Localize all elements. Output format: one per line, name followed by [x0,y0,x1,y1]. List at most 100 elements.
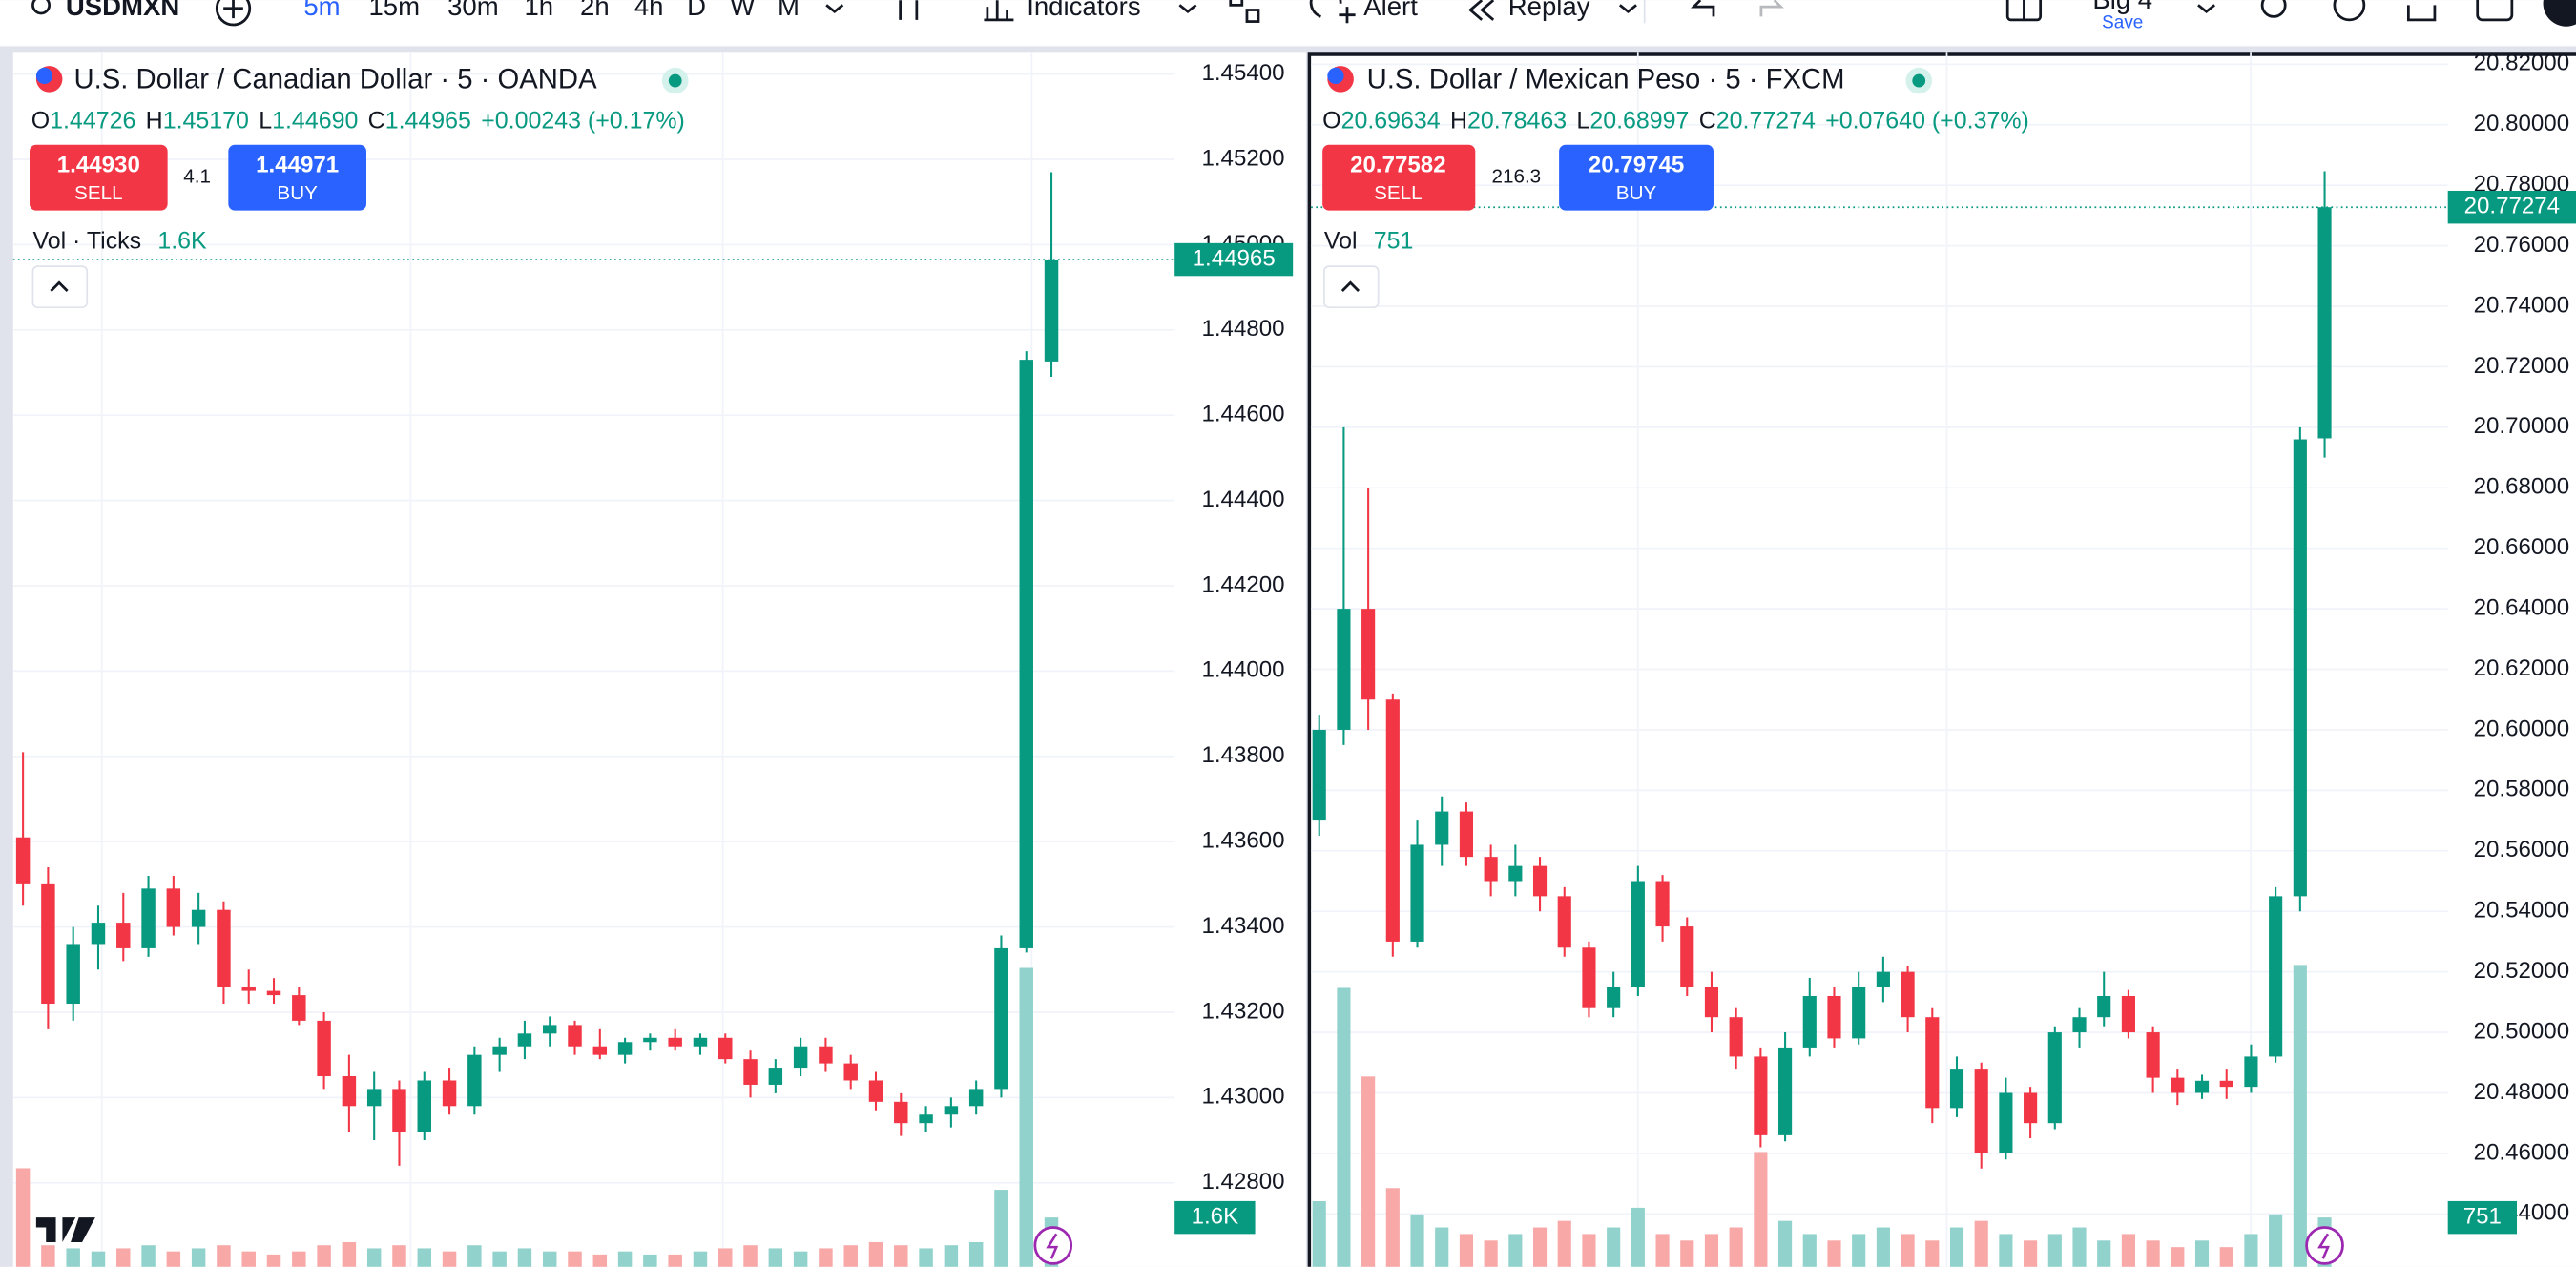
ohlc: O20.69634 H20.78463 L20.68997 C20.77274 +0.0… [1322,107,2029,134]
fullscreen[interactable] [2406,5,2437,22]
volume-bar [1312,1201,1326,1267]
volume-bar [91,1251,106,1267]
candle-body [2317,207,2332,439]
candle-body [1508,865,1523,882]
alert[interactable]: Alert [1363,0,1418,21]
candle-body [1435,811,1449,845]
settings[interactable] [2333,0,2366,22]
sell-price: 20.77582 [1350,152,1446,177]
volume-bar [317,1245,331,1267]
volume-bar [1925,1240,1940,1267]
lightning-button[interactable] [2305,1226,2344,1265]
candle-body [1876,971,1890,987]
candle-body [366,1089,382,1107]
volume-bar [15,1168,31,1267]
chevron[interactable] [825,4,844,14]
undo[interactable] [1690,0,1715,17]
volume-bar [1802,1234,1817,1267]
indicators-icon [984,0,1014,22]
interval[interactable]: M [778,0,800,21]
candle-body [1704,987,1719,1018]
sell-button[interactable] [1322,144,1476,211]
candle-body [2171,1077,2185,1093]
candle-body [1607,987,1621,1008]
collapse-icon [1340,280,1361,292]
interval[interactable]: 15m [368,0,420,21]
price-tick-label: 20.62000 [2474,655,2570,681]
chevron[interactable] [2197,4,2216,14]
volume-bar [617,1251,633,1267]
last-price-tag [1174,242,1294,277]
candle-body [1312,729,1326,821]
interval[interactable]: 5m [303,0,340,21]
volume-bar [66,1248,80,1267]
flag-icon-part [35,67,53,85]
indicators[interactable]: Indicators [1027,0,1140,21]
snapshot[interactable] [2476,0,2514,22]
layout-name[interactable]: Big 4 [2092,0,2152,14]
chart-type[interactable] [899,0,919,20]
interval[interactable]: 1h [524,0,553,21]
volume-bar [2194,1240,2210,1267]
candle-body [141,888,156,948]
redo[interactable] [1759,0,1784,17]
candle-body [768,1068,783,1085]
price-tick-label: 1.43800 [1201,742,1284,768]
buy-button[interactable] [228,144,366,211]
chevron[interactable] [1178,4,1197,14]
price-tick-label: 1.43200 [1201,998,1284,1024]
interval[interactable]: 4h [634,0,664,21]
sell-label: SELL [74,182,123,204]
volume-bar [693,1251,708,1267]
candle-body [1655,881,1670,927]
zoom[interactable] [2260,0,2287,18]
candle-body [542,1025,557,1034]
volume-bar [592,1254,608,1267]
replay[interactable]: Replay [1508,0,1590,21]
candle-body [241,987,256,991]
interval[interactable]: 30m [447,0,499,21]
candle-body [2269,896,2283,1057]
candle-body [843,1063,858,1081]
price-tick-label: 20.46000 [2474,1139,2570,1165]
volume-bar [116,1248,131,1267]
spread: 4.1 [183,166,211,188]
buy-price: 1.44971 [256,152,339,177]
collapse-button[interactable] [1323,265,1380,309]
add-symbol[interactable] [215,0,252,27]
interval[interactable]: D [687,0,706,21]
account[interactable] [2543,0,2576,27]
volume-bar [366,1248,382,1267]
lightning-button[interactable] [1033,1226,1073,1265]
interval[interactable]: 2h [580,0,610,21]
candle-body [91,923,106,945]
search-icon[interactable] [31,0,52,15]
symbol-title: U.S. Dollar / Mexican Peso · 5 · FXCM [1367,64,1845,94]
price-tick-label: 1.45400 [1201,60,1284,86]
volume-tag-label: 1.6K [1192,1203,1239,1229]
interval[interactable]: W [730,0,755,21]
volume-bar [1754,1152,1768,1267]
candle-body [342,1076,357,1107]
lightning-icon [1046,1233,1059,1259]
candle-body [1019,360,1033,948]
price-tick-label: 20.76000 [2474,232,2570,258]
collapse-icon [50,280,69,292]
templates[interactable] [1229,0,1244,7]
candle-body [442,1080,457,1107]
volume-bar [517,1248,532,1267]
candle-body [292,995,306,1021]
templates-part [1245,9,1260,23]
volume-bar [1876,1227,1890,1267]
save[interactable]: Save [2102,12,2143,32]
candle-body [1680,926,1694,987]
volume-bar [2072,1227,2087,1267]
symbol[interactable]: USDMXN [66,0,179,21]
volume-bar [292,1251,306,1267]
volume-tag-label: 751 [2463,1204,2502,1230]
collapse-button[interactable] [31,265,89,309]
buy-button[interactable] [1559,144,1714,211]
buy-price: 20.79745 [1589,152,1685,177]
chevron[interactable] [1618,4,1637,14]
sell-button[interactable] [29,144,168,211]
